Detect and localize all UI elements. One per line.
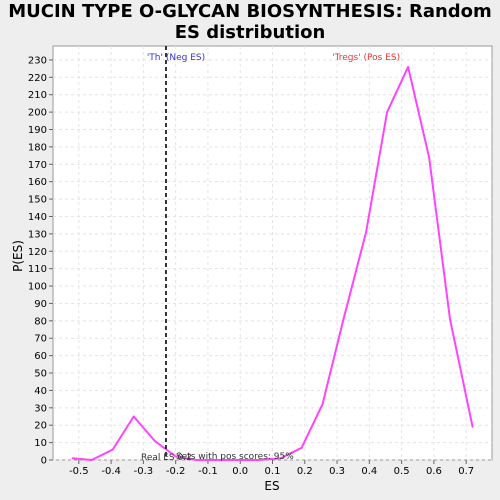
y-tick-label: 180: [28, 142, 47, 153]
data-point: [428, 156, 430, 159]
chart-title-line-1: MUCIN TYPE O-GLYCAN BIOSYNTHESIS: Random: [8, 1, 492, 22]
y-tick-label: 230: [28, 55, 47, 66]
chart-title-line-2: ES distribution: [174, 22, 326, 43]
y-tick-label: 50: [34, 369, 47, 380]
data-point: [153, 440, 156, 442]
grid-lines: [53, 46, 492, 461]
y-axis-label: P(ES): [11, 240, 25, 272]
x-tick-label: 0.1: [265, 466, 281, 477]
x-tick-label: 0.0: [232, 466, 248, 477]
data-point: [216, 459, 219, 461]
x-tick-label: 0.4: [361, 466, 377, 477]
y-tick-label: 130: [28, 229, 47, 240]
y-tick-label: 40: [34, 386, 47, 397]
y-tick-label: 100: [28, 282, 47, 293]
y-axis-ticks: 0 10 20 30 40 50 60 70 80 90 100 110 120 130 140 150 160…: [28, 55, 53, 467]
y-tick-label: 190: [28, 125, 47, 136]
y-tick-label: 20: [34, 421, 47, 432]
data-point: [195, 459, 198, 461]
y-tick-label: 60: [34, 351, 47, 362]
chart-title: MUCIN TYPE O-GLYCAN BIOSYNTHESIS: Random…: [0, 1, 500, 43]
x-axis-ticks: -0.5 -0.4 -0.3 -0.2 -0.1 0.0 0.1 0.2 0.3 0.4 0.5 0.…: [69, 460, 474, 477]
y-tick-label: 160: [28, 177, 47, 188]
data-point: [237, 459, 240, 461]
y-tick-label: 110: [28, 264, 47, 275]
y-tick-label: 70: [34, 334, 47, 345]
y-tick-label: 10: [34, 438, 47, 449]
data-point: [407, 66, 409, 68]
y-tick-label: 90: [34, 299, 47, 310]
data-point: [174, 455, 177, 458]
real-es-label: Real ES 0.2: [141, 453, 192, 463]
y-tick-label: 0: [41, 456, 47, 467]
y-tick-label: 30: [34, 403, 47, 414]
data-point: [71, 457, 74, 460]
data-point: [471, 426, 474, 428]
x-tick-label: 0.5: [394, 466, 410, 477]
y-tick-label: 200: [28, 108, 47, 119]
data-point: [449, 318, 451, 320]
data-point: [342, 318, 345, 320]
data-point: [300, 447, 303, 449]
data-point: [279, 457, 282, 460]
x-tick-label: -0.3: [134, 466, 154, 477]
x-tick-label: -0.2: [166, 466, 186, 477]
data-point: [132, 415, 135, 418]
x-axis-label: ES: [264, 479, 279, 493]
x-tick-label: -0.4: [101, 466, 121, 477]
y-tick-label: 140: [28, 212, 47, 223]
data-point: [321, 403, 324, 406]
x-tick-label: -0.5: [69, 466, 89, 477]
data-point: [365, 231, 367, 233]
x-tick-label: 0.3: [329, 466, 345, 477]
y-tick-label: 220: [28, 73, 47, 84]
data-point: [258, 459, 261, 461]
x-tick-label: 0.6: [426, 466, 442, 477]
data-point: [111, 448, 114, 451]
y-tick-label: 210: [28, 90, 47, 101]
x-tick-label: 0.7: [458, 466, 474, 477]
data-point: [386, 111, 388, 113]
y-tick-label: 150: [28, 195, 47, 206]
es-distribution-line: [72, 65, 474, 461]
pos-es-label: 'Tregs' (Pos ES): [332, 53, 400, 63]
x-tick-label: -0.1: [198, 466, 218, 477]
neg-es-label: 'Th' (Neg ES): [147, 53, 205, 63]
pos-score-label: Sets with pos scores: 95%: [176, 452, 294, 462]
y-tick-label: 80: [34, 316, 47, 327]
y-tick-label: 170: [28, 160, 47, 171]
y-tick-label: 120: [28, 247, 47, 258]
series-line: [71, 65, 474, 461]
data-point: [90, 459, 93, 461]
x-tick-label: 0.2: [297, 466, 313, 477]
